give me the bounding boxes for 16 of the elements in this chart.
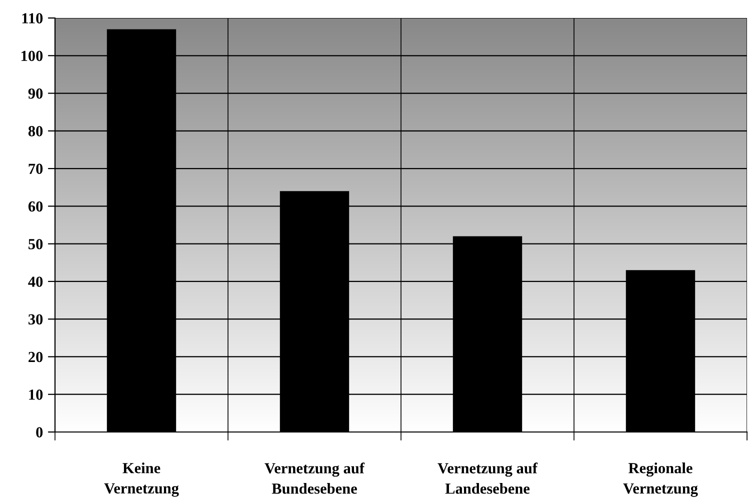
y-tick-label: 110 <box>22 13 43 24</box>
y-tick-label: 80 <box>28 126 43 136</box>
y-tick-label: 60 <box>28 201 43 212</box>
y-tick-label: 100 <box>22 50 43 62</box>
y-tick-label: 0 <box>36 427 43 438</box>
x-tick-label: Vernetzung auf Bundesebene <box>264 462 365 494</box>
y-tick-label: 50 <box>28 238 43 250</box>
y-tick-label: 90 <box>28 88 43 99</box>
y-tick-label: 40 <box>28 276 43 287</box>
y-tick-label: 70 <box>28 164 43 174</box>
x-tick-label: Vernetzung auf Landesebene <box>438 462 538 494</box>
y-tick-label: 10 <box>29 390 43 400</box>
x-tick-label: Regionale Vernetzung <box>623 462 698 497</box>
y-tick-label: 30 <box>28 314 43 325</box>
y-tick-label: 20 <box>28 352 43 362</box>
x-tick-label: Keine Vernetzung <box>104 462 179 497</box>
